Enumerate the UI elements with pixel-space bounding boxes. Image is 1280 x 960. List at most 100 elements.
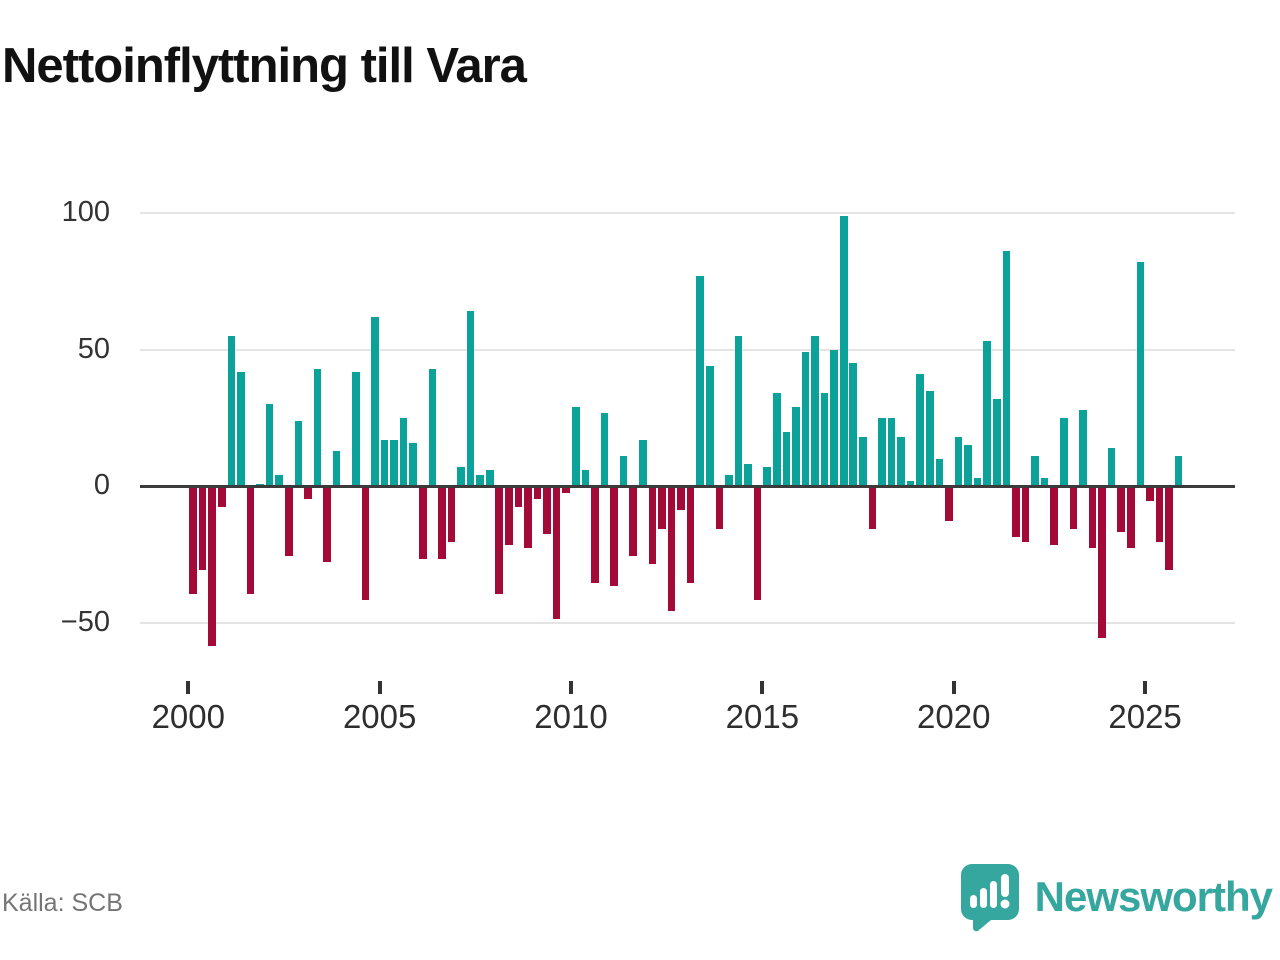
x-tick (186, 681, 191, 694)
bar (916, 374, 925, 487)
x-tick-label: 2000 (151, 698, 225, 735)
bar (973, 478, 982, 487)
bar (514, 487, 523, 507)
bar (945, 487, 953, 521)
bar (313, 368, 322, 487)
bar (887, 417, 896, 487)
bar (1002, 251, 1011, 487)
gridline (140, 621, 1235, 624)
bar (552, 487, 561, 619)
bar (897, 437, 905, 487)
bar (648, 487, 657, 565)
brand-lockup: Newsworthy (959, 862, 1273, 932)
bar (591, 487, 599, 584)
bar (1155, 487, 1164, 543)
bar (485, 469, 494, 487)
bar (351, 371, 360, 487)
bar (227, 335, 236, 487)
bar (1031, 456, 1039, 487)
y-tick-label: 50 (77, 332, 110, 365)
logo-bar-3 (989, 881, 997, 908)
bar (763, 467, 771, 487)
bar (380, 439, 389, 487)
bar (1117, 487, 1125, 532)
bar (189, 487, 197, 595)
bar (619, 456, 628, 487)
bar (476, 475, 484, 487)
bar (1107, 448, 1116, 487)
bar (1174, 456, 1183, 487)
bar (1136, 262, 1145, 487)
bar (284, 487, 293, 557)
bar (772, 393, 781, 487)
x-tick (760, 681, 765, 694)
chart-title: Nettoinflyttning till Vara (2, 39, 527, 93)
bar (629, 487, 638, 557)
bar (839, 215, 848, 487)
bar (390, 439, 398, 487)
bar (218, 487, 226, 507)
bar (1059, 417, 1068, 487)
bar (686, 487, 695, 584)
bar (830, 349, 838, 487)
bar (964, 445, 972, 487)
bar (658, 487, 666, 529)
bar (906, 480, 915, 487)
bar (418, 487, 427, 559)
bar (409, 442, 417, 487)
bar (294, 420, 303, 487)
bar (533, 487, 542, 499)
bar (811, 335, 819, 487)
bar (1021, 487, 1030, 543)
bar (457, 467, 465, 487)
bar (1098, 487, 1106, 639)
logo-bar-1 (969, 895, 977, 908)
brand-name: Newsworthy (1034, 873, 1273, 920)
bar (859, 437, 867, 487)
x-tick-label: 2020 (917, 698, 991, 735)
bar (753, 487, 762, 600)
x-tick (569, 681, 574, 694)
bar (495, 487, 504, 595)
bar (705, 366, 714, 487)
bar (246, 487, 255, 595)
bar (562, 487, 571, 494)
bar (466, 311, 475, 487)
bar (447, 487, 456, 543)
bar (638, 439, 647, 487)
bar (1012, 487, 1020, 537)
bar (524, 487, 532, 548)
bar (428, 368, 437, 487)
bar (954, 437, 963, 487)
bar (237, 371, 245, 487)
x-tick-label: 2025 (1108, 698, 1182, 735)
bar (1040, 478, 1049, 487)
bar (715, 487, 724, 529)
bar (878, 417, 886, 487)
bar (677, 487, 685, 510)
bar (868, 487, 877, 529)
x-tick-label: 2015 (725, 698, 800, 735)
x-tick (951, 681, 956, 694)
bar (935, 458, 944, 487)
bar (399, 417, 408, 487)
bar (801, 352, 810, 487)
bar (926, 390, 934, 487)
bar (667, 487, 676, 611)
bar (543, 487, 551, 535)
x-tick (1143, 681, 1148, 694)
bar (332, 450, 341, 487)
source-label: Källa: SCB (2, 889, 123, 917)
bar (792, 407, 800, 487)
bar (744, 464, 752, 487)
logo-exclamation-dot (1000, 899, 1010, 909)
logo-exclamation-stem (1000, 874, 1009, 897)
bar (696, 275, 704, 487)
bar (361, 487, 370, 600)
bar (1088, 487, 1097, 548)
bar (600, 412, 609, 487)
bar (1079, 409, 1087, 487)
bar (1050, 487, 1058, 546)
